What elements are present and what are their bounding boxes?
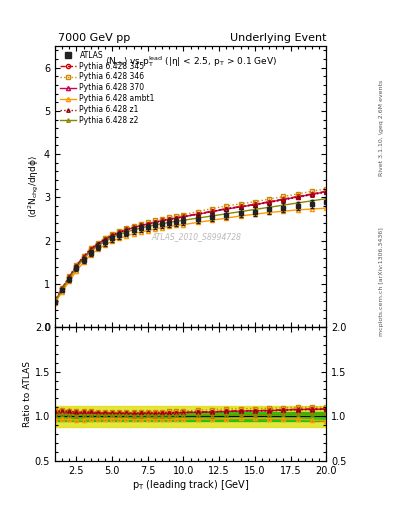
Legend: ATLAS, Pythia 6.428 345, Pythia 6.428 346, Pythia 6.428 370, Pythia 6.428 ambt1,: ATLAS, Pythia 6.428 345, Pythia 6.428 34… — [58, 49, 156, 126]
Text: mcplots.cern.ch [arXiv:1306.3436]: mcplots.cern.ch [arXiv:1306.3436] — [379, 227, 384, 336]
Y-axis label: $\langle d^2 N_{chg}/d\eta d\phi\rangle$: $\langle d^2 N_{chg}/d\eta d\phi\rangle$ — [27, 155, 41, 218]
Text: ATLAS_2010_S8994728: ATLAS_2010_S8994728 — [151, 232, 241, 242]
Text: Rivet 3.1.10, \geq 2.6M events: Rivet 3.1.10, \geq 2.6M events — [379, 80, 384, 176]
X-axis label: $p_T$ (leading track) [GeV]: $p_T$ (leading track) [GeV] — [132, 478, 249, 493]
Text: 7000 GeV pp: 7000 GeV pp — [58, 33, 130, 44]
Text: $\langle N_{ch}\rangle$ vs $p_T^{lead}$ ($|\eta|$ < 2.5, $p_T$ > 0.1 GeV): $\langle N_{ch}\rangle$ vs $p_T^{lead}$ … — [105, 54, 277, 70]
Text: Underlying Event: Underlying Event — [230, 33, 326, 44]
Y-axis label: Ratio to ATLAS: Ratio to ATLAS — [23, 361, 32, 427]
